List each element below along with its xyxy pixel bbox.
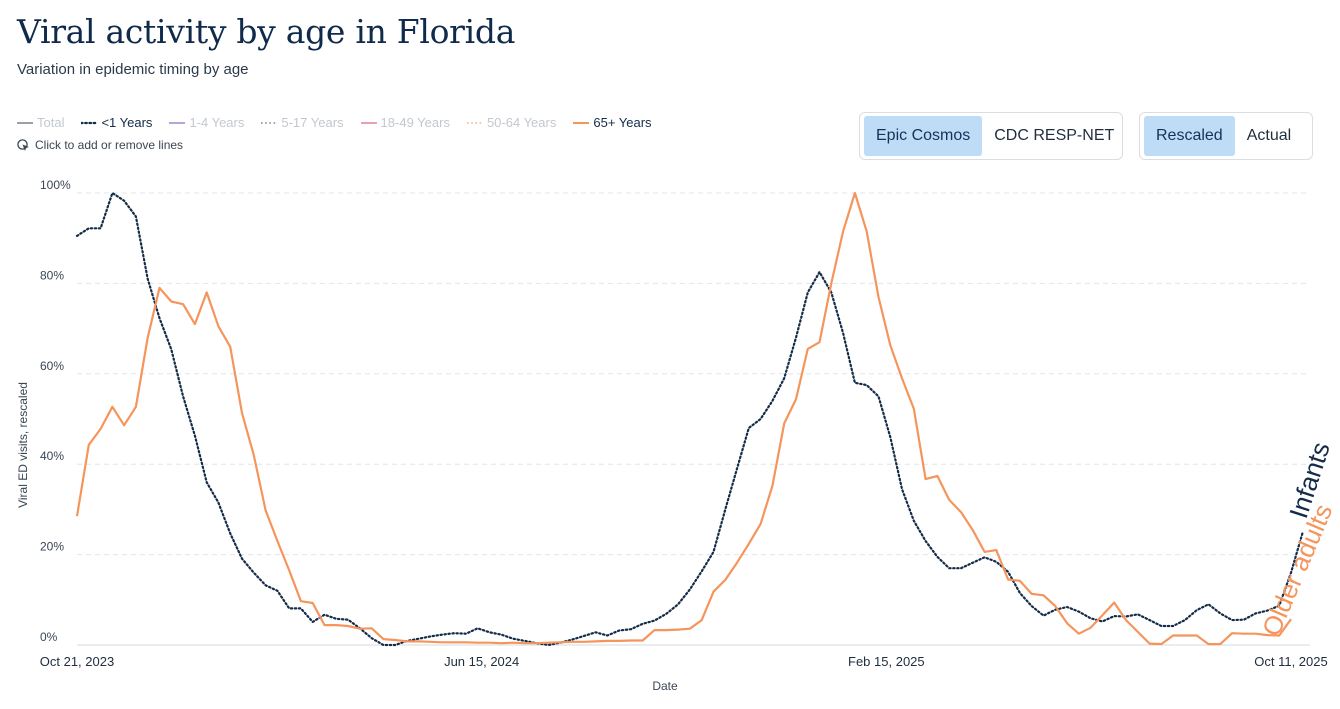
page-subtitle: Variation in epidemic timing by age xyxy=(17,61,249,78)
source-option-cdc-resp-net[interactable]: CDC RESP-NET xyxy=(994,127,1115,144)
series-line-65-plus-years[interactable] xyxy=(75,191,1292,646)
y-tick-label: 40% xyxy=(40,449,64,463)
y-tick-label: 60% xyxy=(40,359,64,373)
legend-swatch-18-49 xyxy=(360,121,377,124)
y-tick-label: 0% xyxy=(40,630,58,644)
series-annotation-older-adults: Older adults xyxy=(1256,500,1338,641)
legend-swatch-total xyxy=(17,121,33,124)
legend-item-under1[interactable]: <1 Years xyxy=(81,115,152,130)
x-tick-label: Oct 21, 2023 xyxy=(40,654,114,669)
cursor-click-icon xyxy=(17,138,29,151)
y-axis-label: Viral ED visits, rescaled xyxy=(16,382,30,508)
legend-item-5-17[interactable]: 5-17 Years xyxy=(261,115,344,130)
y-tick-label: 80% xyxy=(40,268,64,282)
page-title: Viral activity by age in Florida xyxy=(17,12,516,51)
legend-item-50-64[interactable]: 50-64 Years xyxy=(466,115,557,130)
source-toggle: Epic Cosmos CDC RESP-NET xyxy=(859,112,1123,160)
x-tick-label: Oct 11, 2025 xyxy=(1254,654,1327,669)
legend-label-5-17: 5-17 Years xyxy=(281,115,344,130)
legend-item-65plus[interactable]: 65+ Years xyxy=(573,115,652,130)
legend-swatch-5-17 xyxy=(261,121,278,124)
legend-hint: Click to add or remove lines xyxy=(17,138,183,152)
x-tick-label: Jun 15, 2024 xyxy=(444,654,519,669)
y-tick-label: 20% xyxy=(40,540,64,554)
scale-toggle: Rescaled Actual xyxy=(1139,112,1313,160)
legend-swatch-50-64 xyxy=(466,121,483,124)
legend-swatch-under1 xyxy=(81,121,98,124)
y-tick-label: 100% xyxy=(40,178,71,192)
legend-label-total: Total xyxy=(37,115,65,130)
scale-option-actual[interactable]: Actual xyxy=(1246,127,1292,144)
series-line-under-1-years[interactable] xyxy=(75,191,1304,647)
source-option-epic-cosmos[interactable]: Epic Cosmos xyxy=(864,116,983,156)
legend-label-65plus: 65+ Years xyxy=(593,115,652,130)
legend-label-50-64: 50-64 Years xyxy=(486,115,557,130)
legend-swatch-65plus xyxy=(573,121,590,124)
legend-hint-text: Click to add or remove lines xyxy=(35,138,184,152)
legend-item-total[interactable]: Total xyxy=(17,115,64,130)
legend: Total <1 Years 1-4 Years 5-17 Years 18-4… xyxy=(17,115,669,130)
legend-swatch-1-4 xyxy=(169,121,186,124)
legend-item-1-4[interactable]: 1-4 Years xyxy=(169,115,244,130)
legend-label-under1: <1 Years xyxy=(101,115,153,130)
legend-label-1-4: 1-4 Years xyxy=(189,115,245,130)
legend-label-18-49: 18-49 Years xyxy=(380,115,450,130)
x-tick-label: Feb 15, 2025 xyxy=(848,654,925,669)
scale-option-rescaled[interactable]: Rescaled xyxy=(1144,116,1235,156)
legend-item-18-49[interactable]: 18-49 Years xyxy=(360,115,450,130)
x-axis-label: Date xyxy=(652,679,678,693)
